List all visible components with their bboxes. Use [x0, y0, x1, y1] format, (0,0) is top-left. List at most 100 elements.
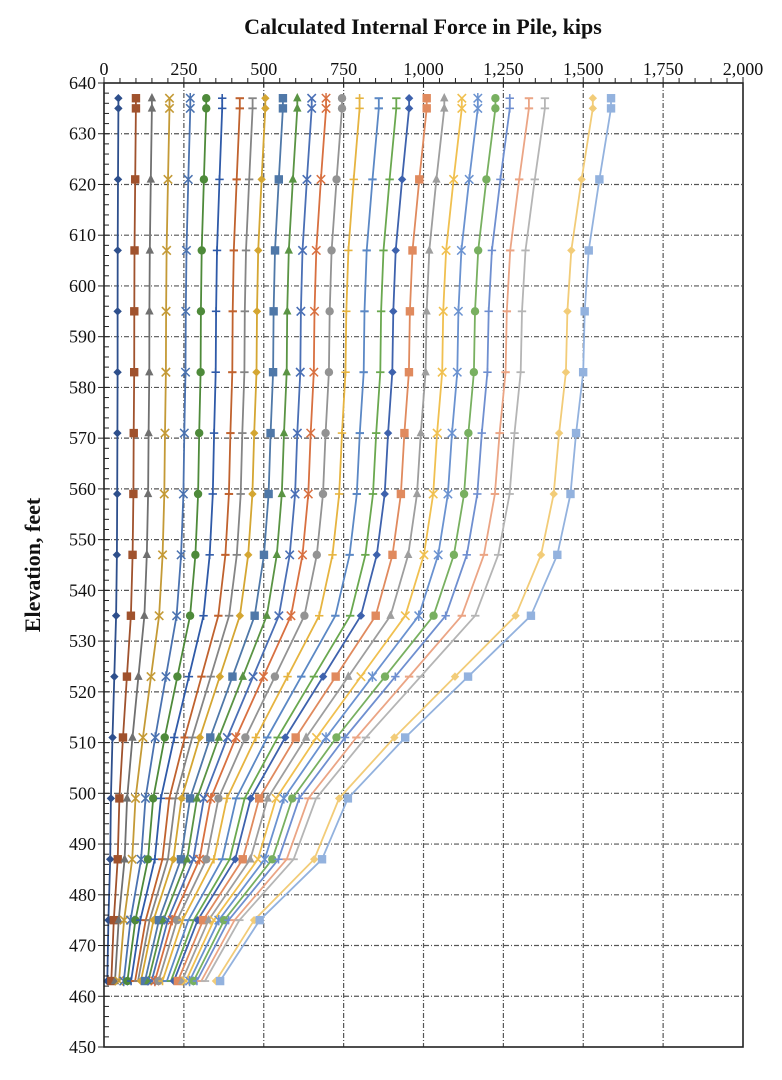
circle-marker-icon — [332, 175, 341, 184]
circle-marker-icon — [459, 489, 469, 499]
star-marker-icon — [321, 732, 331, 743]
x-marker-icon — [163, 174, 173, 185]
plus-marker-icon — [211, 307, 221, 316]
series-3 — [110, 93, 157, 985]
circle-marker-icon — [318, 489, 328, 499]
y-tick-label: 510 — [69, 733, 96, 753]
star-marker-icon — [452, 367, 462, 378]
star-marker-icon — [180, 367, 191, 378]
x-marker-icon — [441, 245, 451, 256]
diamond-marker-icon — [450, 672, 460, 681]
plus-marker-icon — [211, 368, 220, 377]
chart-title: Calculated Internal Force in Pile, kips — [244, 14, 602, 39]
series-13 — [146, 93, 317, 986]
plus-marker-icon — [294, 794, 304, 803]
series-line — [157, 98, 343, 982]
diamond-marker-icon — [235, 611, 245, 620]
square-marker-icon — [578, 368, 588, 377]
triangle-marker-icon — [422, 306, 431, 315]
series-line — [150, 98, 313, 982]
triangle-marker-icon — [144, 427, 153, 437]
triangle-marker-icon — [421, 367, 430, 376]
series-line — [173, 98, 411, 982]
circle-marker-icon — [173, 672, 182, 681]
x-marker-icon — [437, 367, 447, 377]
square-marker-icon — [405, 307, 415, 316]
series-15 — [154, 94, 347, 986]
square-marker-icon — [173, 976, 183, 986]
diamond-marker-icon — [111, 611, 121, 620]
star-marker-icon — [181, 245, 192, 256]
star-marker-icon — [279, 793, 289, 804]
y-tick-label: 450 — [69, 1037, 96, 1057]
diamond-marker-icon — [391, 246, 400, 255]
plus-marker-icon — [337, 428, 347, 438]
plus-marker-icon — [209, 428, 219, 438]
square-marker-icon — [571, 428, 581, 438]
plus-marker-icon — [340, 733, 350, 742]
x-marker-icon — [164, 103, 175, 114]
plus-marker-icon — [496, 175, 505, 184]
square-marker-icon — [606, 94, 616, 103]
plus-marker-icon — [344, 246, 353, 255]
star-marker-icon — [453, 306, 464, 317]
plus-marker-icon — [355, 104, 364, 113]
series-line — [192, 98, 497, 982]
x-marker-icon — [274, 610, 284, 621]
square-marker-icon — [198, 915, 208, 925]
y-tick-label: 590 — [69, 327, 96, 347]
y-tick-label: 570 — [69, 428, 96, 448]
diamond-marker-icon — [309, 855, 319, 864]
series-29 — [215, 94, 616, 986]
triangle-marker-icon — [145, 306, 154, 315]
axis-minor-ticks — [98, 77, 744, 1048]
square-marker-icon — [118, 733, 128, 742]
square-marker-icon — [131, 175, 140, 184]
circle-marker-icon — [143, 855, 153, 864]
triangle-marker-icon — [293, 103, 302, 112]
series-line — [144, 98, 284, 982]
plus-marker-icon — [150, 855, 160, 864]
square-marker-icon — [107, 976, 116, 986]
square-marker-icon — [129, 428, 138, 438]
plus-marker-icon — [477, 428, 486, 438]
star-marker-icon — [456, 245, 467, 256]
square-marker-icon — [408, 246, 417, 255]
square-marker-icon — [415, 175, 424, 184]
triangle-marker-icon — [192, 793, 202, 802]
circle-marker-icon — [491, 94, 500, 103]
square-marker-icon — [129, 489, 138, 499]
square-marker-icon — [130, 307, 139, 316]
diamond-marker-icon — [104, 915, 113, 925]
series-27 — [200, 97, 550, 982]
series-line — [147, 98, 299, 982]
diamond-marker-icon — [372, 550, 381, 560]
square-marker-icon — [553, 550, 562, 560]
star-marker-icon — [316, 174, 326, 185]
circle-marker-icon — [214, 794, 223, 803]
square-marker-icon — [228, 672, 237, 681]
square-marker-icon — [268, 368, 278, 377]
series-line — [126, 98, 208, 982]
x-marker-icon — [222, 732, 233, 743]
x-marker-icon — [432, 428, 442, 438]
square-marker-icon — [109, 915, 119, 925]
triangle-marker-icon — [142, 549, 152, 559]
x-marker-icon — [302, 174, 312, 185]
series-22 — [181, 93, 467, 986]
series-20 — [173, 94, 431, 986]
circle-marker-icon — [491, 104, 500, 113]
plus-marker-icon — [170, 733, 179, 742]
x-marker-icon — [297, 245, 308, 256]
plus-marker-icon — [222, 794, 232, 803]
x-marker-icon — [164, 93, 175, 103]
square-marker-icon — [274, 175, 284, 184]
square-marker-icon — [154, 915, 164, 925]
circle-marker-icon — [199, 175, 209, 184]
diamond-marker-icon — [177, 794, 186, 803]
x-marker-icon — [438, 306, 448, 317]
series-line — [140, 98, 267, 982]
series-line — [188, 98, 479, 982]
diamond-marker-icon — [112, 550, 122, 560]
series-line — [204, 98, 546, 982]
